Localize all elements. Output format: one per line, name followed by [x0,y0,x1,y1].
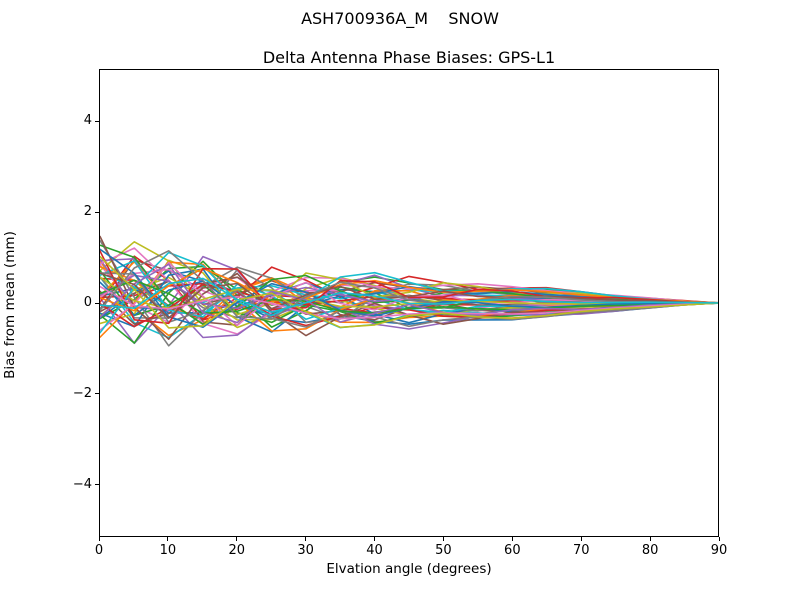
plot-area [100,235,718,347]
y-tick-label: 4 [83,113,92,129]
axes-title: Delta Antenna Phase Biases: GPS-L1 [262,48,556,67]
x-tick-label: 50 [435,543,452,558]
y-tick-label: 2 [83,204,92,220]
x-tick-label: 20 [228,543,246,558]
y-tick-label: −2 [72,385,92,401]
series-line [100,272,718,319]
figure-suptitle: ASH700936A_M SNOW [301,9,499,28]
y-tick-mark [95,211,99,213]
axes [99,69,719,537]
series-line [100,272,718,328]
y-tick-mark [95,120,99,122]
x-tick-mark [442,537,444,541]
x-tick-mark [649,537,651,541]
x-tick-mark [98,537,100,541]
x-tick-mark [511,537,513,541]
x-tick-label: 60 [504,543,521,558]
x-tick-label: 70 [572,543,590,558]
x-tick-label: 90 [710,543,728,558]
x-tick-mark [305,537,307,541]
x-tick-mark [236,537,238,541]
y-tick-mark [95,302,99,304]
y-tick-label: 0 [83,295,92,310]
x-tick-mark [167,537,169,541]
x-tick-label: 40 [366,543,383,558]
x-axis-label: Elvation angle (degrees) [326,561,492,577]
x-tick-label: 10 [159,543,177,558]
x-tick-mark [718,537,720,541]
x-tick-label: 30 [297,543,314,558]
series-line [100,250,718,325]
series-line [100,251,718,334]
x-tick-mark [374,537,376,541]
y-tick-label: −4 [72,476,92,492]
x-tick-label: 0 [94,543,104,558]
series-line [100,255,718,329]
x-tick-label: 80 [641,543,659,558]
y-axis-label: Bias from mean (mm) [2,231,18,379]
y-tick-mark [95,393,99,395]
series-line [100,277,718,313]
y-tick-mark [95,484,99,486]
x-tick-mark [580,537,582,541]
